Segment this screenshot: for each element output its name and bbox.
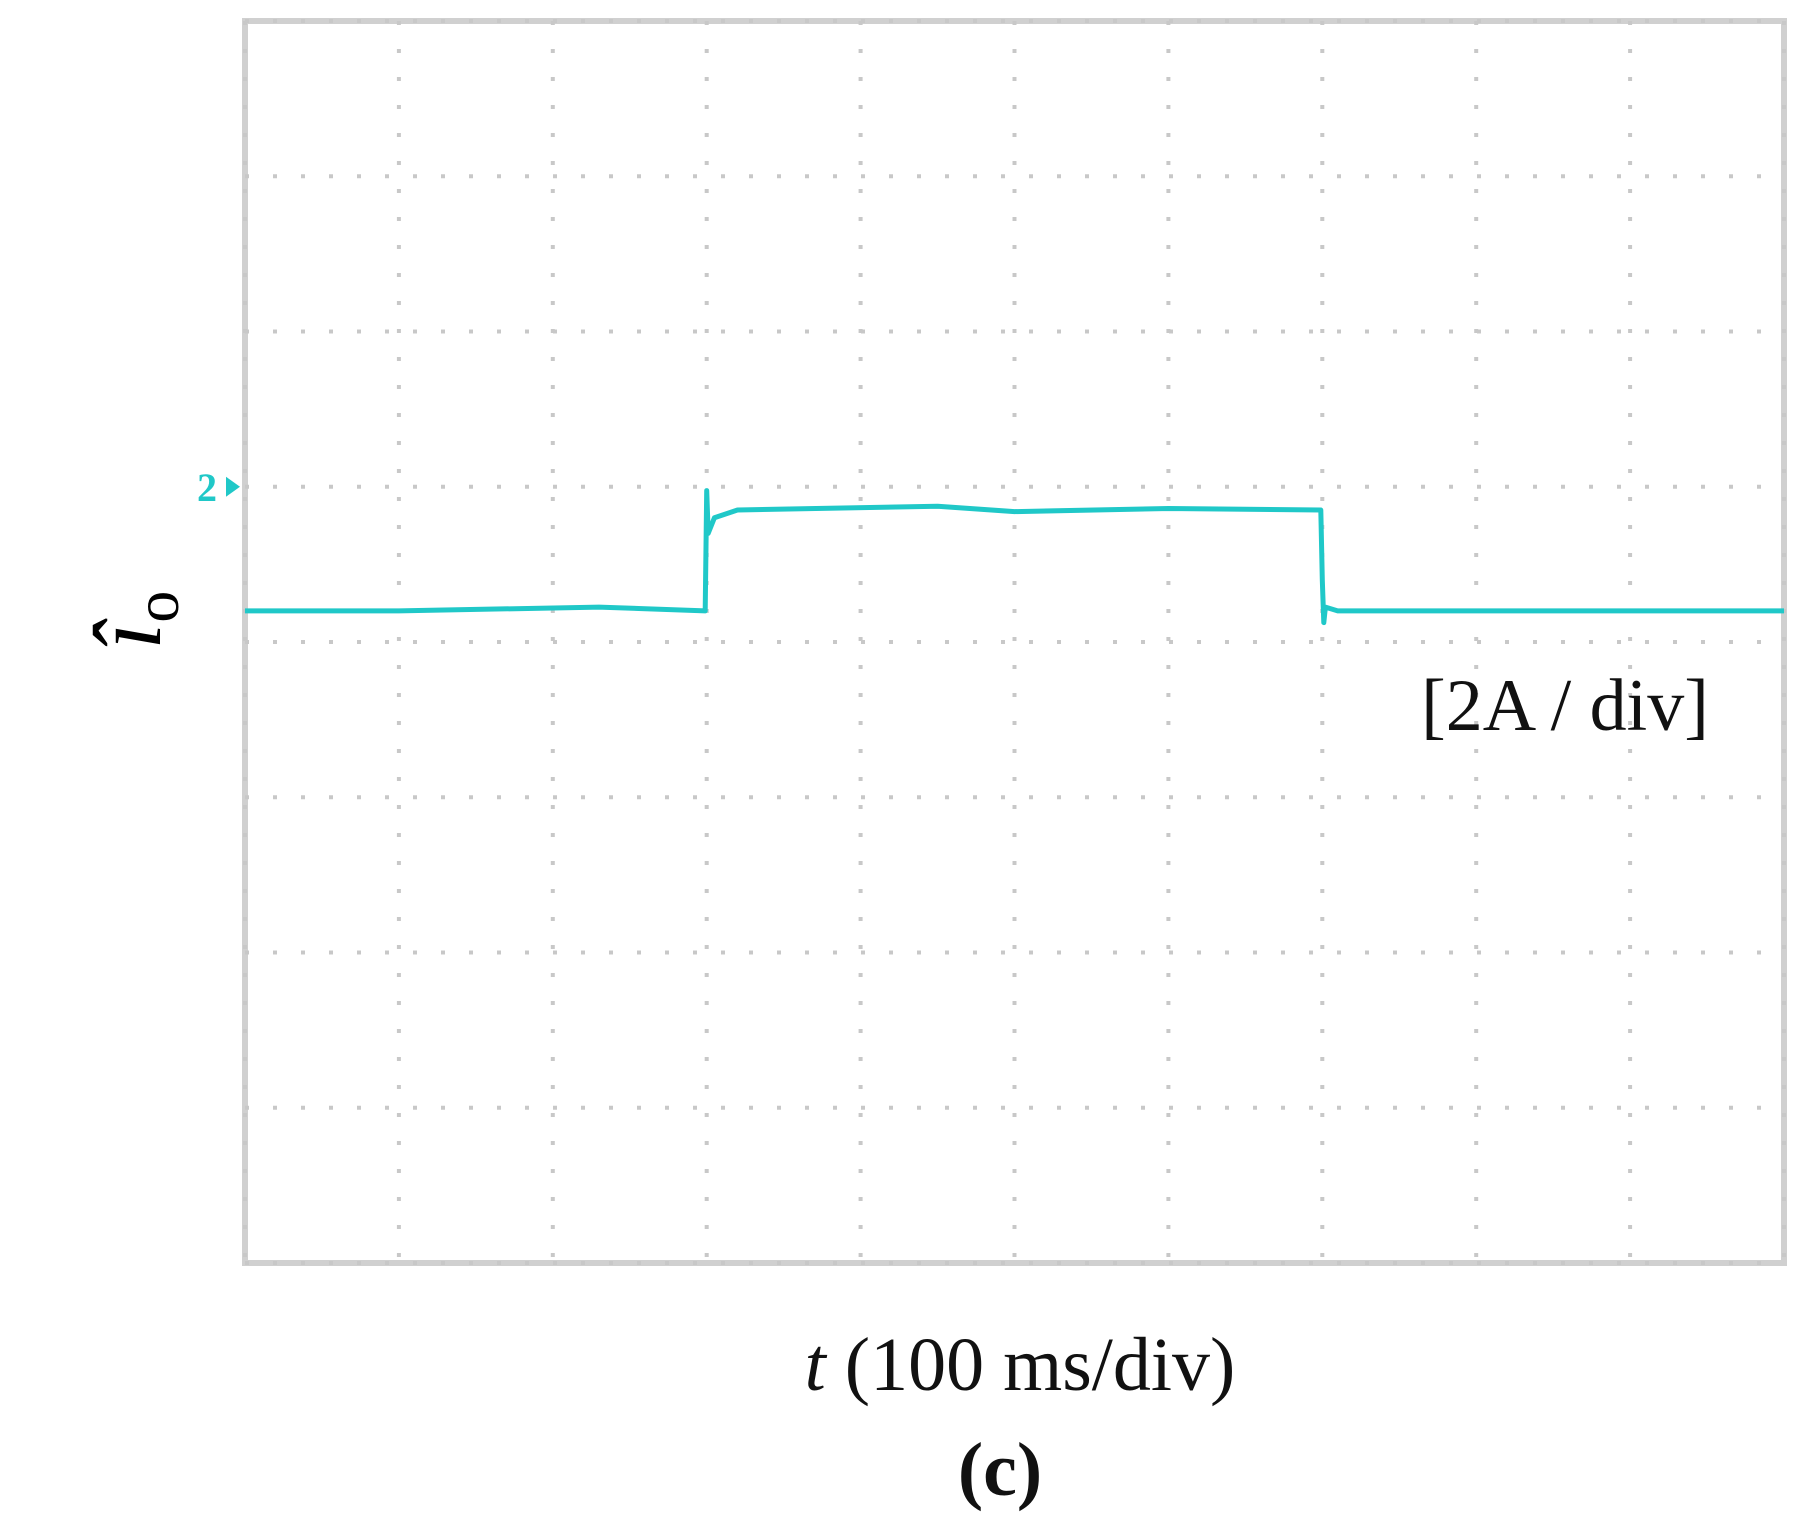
grid <box>243 19 1786 1265</box>
channel-marker-arrow <box>226 476 240 497</box>
channel-marker: 2 <box>197 465 217 510</box>
scale-annotation: [2A / div] <box>1421 665 1709 747</box>
trace <box>245 488 1784 626</box>
trace-line <box>245 488 1784 626</box>
y-label-sub: o <box>121 591 192 623</box>
caption: (c) <box>958 1428 1042 1512</box>
y-axis-label: îo <box>74 591 192 650</box>
x-label-unit: (100 ms/div) <box>845 1323 1236 1407</box>
y-label-main: î <box>74 618 181 649</box>
y-label: îo <box>74 591 192 650</box>
x-label-var: t <box>805 1323 828 1407</box>
plot-frame <box>242 18 1787 1266</box>
x-label: t (100 ms/div) <box>805 1323 1236 1407</box>
